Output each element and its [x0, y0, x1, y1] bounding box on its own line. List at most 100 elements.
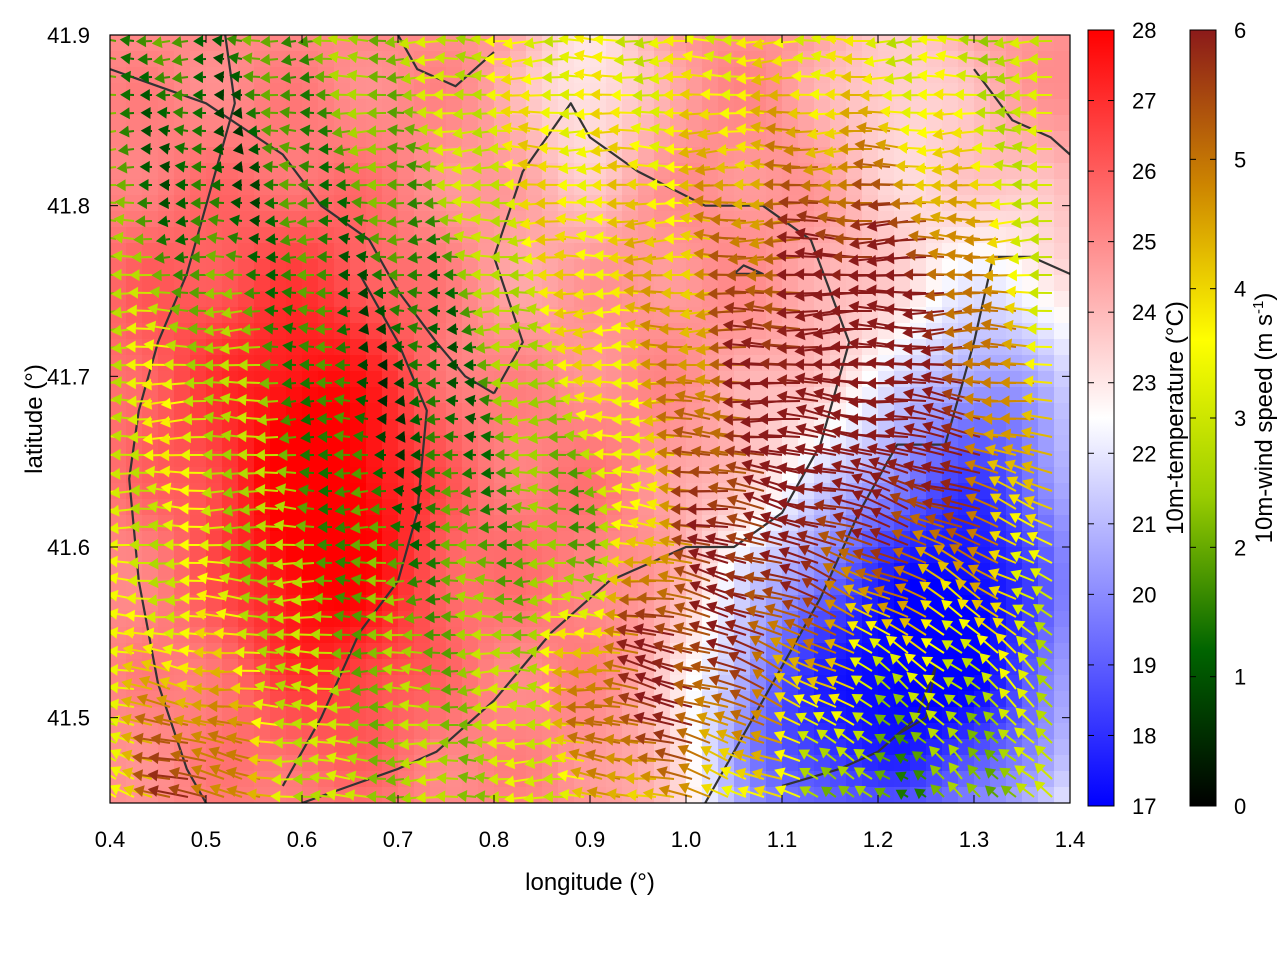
- temperature-cell: [110, 115, 127, 132]
- temperature-cell: [1038, 419, 1055, 436]
- temperature-cell: [814, 451, 831, 468]
- temperature-cell: [1006, 291, 1023, 308]
- temperature-cell: [126, 99, 143, 116]
- temperature-cell: [270, 339, 287, 356]
- temperature-cell: [1054, 547, 1070, 564]
- temperature-cell: [1054, 51, 1070, 68]
- temperature-cell: [574, 435, 591, 452]
- temperature-cell: [158, 275, 175, 292]
- temperature-cell: [910, 275, 927, 292]
- temperature-cell: [158, 131, 175, 148]
- temperature-cell: [702, 179, 719, 196]
- temperature-cell: [334, 435, 351, 452]
- temperature-cell: [190, 131, 207, 148]
- temperature-cell: [622, 179, 639, 196]
- temperature-cell: [174, 403, 191, 420]
- temperature-cell: [414, 355, 431, 372]
- temperature-cell: [782, 35, 799, 52]
- temperature-cell: [1038, 787, 1055, 803]
- temperature-cell: [318, 131, 335, 148]
- temperature-cell: [222, 419, 239, 436]
- temperature-cell: [670, 435, 687, 452]
- temperature-cell: [1054, 643, 1070, 660]
- temperature-cell: [222, 259, 239, 276]
- temperature-cell: [302, 563, 319, 580]
- temperature-cell: [1038, 131, 1055, 148]
- temperature-cell: [654, 147, 671, 164]
- temperature-cell: [1038, 211, 1055, 228]
- temperature-cell: [558, 131, 575, 148]
- temperature-cell: [638, 131, 655, 148]
- temperature-cell: [686, 355, 703, 372]
- temperature-cell: [750, 243, 767, 260]
- temperature-cell: [446, 115, 463, 132]
- temperature-cell: [334, 115, 351, 132]
- temperature-cell: [1054, 531, 1070, 548]
- temperature-cell: [462, 131, 479, 148]
- temperature-cell: [766, 435, 783, 452]
- temperature-cell: [558, 115, 575, 132]
- temperature-cell: [190, 275, 207, 292]
- temperature-cell: [462, 99, 479, 116]
- temperature-cell: [718, 275, 735, 292]
- temperature-cell: [766, 147, 783, 164]
- temperature-cell: [606, 115, 623, 132]
- temperature-cell: [622, 403, 639, 420]
- temperature-cell: [782, 67, 799, 84]
- temperature-cell: [766, 403, 783, 420]
- temperature-cell: [894, 739, 911, 756]
- temperature-cell: [1022, 723, 1039, 740]
- temperature-cell: [574, 99, 591, 116]
- temperature-cell: [1054, 435, 1070, 452]
- temperature-cell: [1038, 371, 1055, 388]
- temperature-cell: [286, 131, 303, 148]
- temperature-cell: [878, 35, 895, 52]
- temperature-cell: [318, 275, 335, 292]
- temperature-cell: [238, 227, 255, 244]
- temperature-cell: [126, 131, 143, 148]
- temperature-cell: [1054, 83, 1070, 100]
- temperature-cell: [350, 115, 367, 132]
- temperature-cell: [238, 211, 255, 228]
- temperature-cell: [750, 403, 767, 420]
- temperature-cell: [734, 131, 751, 148]
- temperature-cell: [254, 403, 271, 420]
- temperature-cell: [1038, 403, 1055, 420]
- temperature-cell: [510, 147, 527, 164]
- temperature-cell: [478, 259, 495, 276]
- temperature-cell: [558, 419, 575, 436]
- temperature-cell: [366, 371, 383, 388]
- temperature-cell: [398, 195, 415, 212]
- temperature-cell: [126, 147, 143, 164]
- temperature-cell: [366, 355, 383, 372]
- temperature-cell: [270, 403, 287, 420]
- temperature-cell: [622, 275, 639, 292]
- temperature-cell: [446, 275, 463, 292]
- temperature-cell: [766, 419, 783, 436]
- temperature-cell: [398, 131, 415, 148]
- temperature-cell: [190, 419, 207, 436]
- temperature-cell: [1054, 611, 1070, 628]
- temperature-cell: [382, 131, 399, 148]
- temperature-cell: [126, 211, 143, 228]
- temperature-cell: [1054, 451, 1070, 468]
- temperature-cell: [254, 243, 271, 260]
- temperature-cell: [206, 275, 223, 292]
- temperature-cell: [222, 659, 239, 676]
- temperature-cell: [526, 291, 543, 308]
- temperature-cell: [1054, 131, 1070, 148]
- temperature-cell: [1054, 195, 1070, 212]
- temperature-cell: [382, 483, 399, 500]
- temperature-cell: [462, 115, 479, 132]
- temperature-cell: [366, 323, 383, 340]
- temperature-cell: [286, 243, 303, 260]
- temperature-cell: [190, 403, 207, 420]
- temperature-cell: [142, 131, 159, 148]
- temperature-cell: [686, 99, 703, 116]
- temperature-cell: [190, 435, 207, 452]
- temperature-cell: [158, 387, 175, 404]
- temperature-cell: [542, 179, 559, 196]
- temperature-cell: [1054, 467, 1070, 484]
- temperature-cell: [830, 771, 847, 788]
- temperature-cell: [1054, 147, 1070, 164]
